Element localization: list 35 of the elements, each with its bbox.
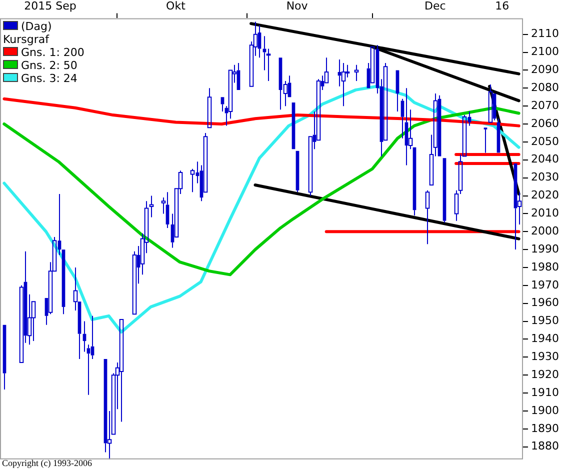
y-tick-label: 1900 — [531, 404, 560, 417]
y-tick-label: 2030 — [531, 170, 560, 184]
y-tick-label: 2060 — [531, 116, 560, 130]
y-tick-label: 1970 — [531, 278, 560, 292]
y-tick-label: 1880 — [531, 440, 560, 453]
x-tick-label: 16 — [495, 0, 510, 12]
y-tick-label: 2010 — [531, 206, 560, 220]
y-tick-label: 2090 — [531, 63, 560, 76]
legend-label: (Dag) — [21, 20, 52, 33]
y-tick-label: 1960 — [531, 296, 560, 310]
legend-label: Gns. 2: 50 — [21, 59, 78, 72]
y-tick-label: 1950 — [531, 314, 560, 328]
y-tick-label: 2040 — [531, 152, 560, 166]
x-tick-label: 2015 Sep — [24, 0, 76, 12]
legend-title: Kursgraf — [3, 33, 50, 46]
y-tick-label: 1930 — [531, 350, 560, 364]
y-tick-label: 2000 — [531, 224, 560, 238]
y-tick-label: 2080 — [531, 81, 560, 94]
y-tick-label: 1890 — [531, 422, 560, 435]
y-tick-label: 2070 — [531, 98, 560, 112]
legend-label: Gns. 1: 200 — [21, 46, 84, 59]
y-tick-label: 1980 — [531, 260, 560, 274]
annotation: Copyright (c) 1993-2006 — [2, 458, 92, 468]
y-tick-label: 2110 — [531, 27, 560, 40]
y-tick-label: 1940 — [531, 332, 560, 346]
y-tick-label: 1990 — [531, 242, 560, 256]
x-tick-label: Nov — [286, 0, 308, 12]
y-tick-label: 1910 — [531, 386, 560, 399]
y-tick-label: 2100 — [531, 45, 560, 58]
y-tick-label: 1920 — [531, 368, 560, 381]
x-tick-label: Okt — [166, 0, 186, 12]
y-tick-label: 2020 — [531, 188, 560, 202]
x-tick-label: Dec — [424, 0, 446, 12]
legend-label: Gns. 3: 24 — [21, 72, 78, 85]
y-tick-label: 2050 — [531, 134, 560, 148]
